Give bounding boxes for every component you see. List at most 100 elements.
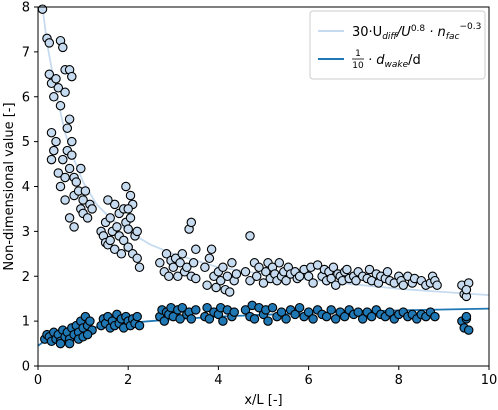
scatter-point bbox=[191, 305, 201, 315]
scatter-point bbox=[382, 267, 393, 277]
scatter-point bbox=[258, 278, 269, 288]
scatter-point bbox=[330, 280, 341, 290]
scatter-point bbox=[112, 222, 122, 232]
scatter-point bbox=[155, 258, 165, 268]
scatter-point bbox=[222, 271, 233, 282]
scatter-point bbox=[85, 316, 95, 326]
scatter-point bbox=[204, 253, 215, 264]
scatter-point bbox=[132, 253, 142, 264]
scatter-point bbox=[53, 83, 64, 93]
scatter-point bbox=[211, 282, 221, 293]
scatter-point bbox=[240, 305, 251, 315]
plot-area bbox=[37, 4, 490, 367]
legend-label: 30·Udiff/U0.8 · nfac−0.3 bbox=[352, 22, 481, 42]
scatter-point bbox=[328, 262, 339, 273]
scatter-point bbox=[461, 311, 472, 322]
scatter-point bbox=[303, 271, 314, 282]
x-tick-label: 4 bbox=[214, 373, 222, 388]
scatter-point bbox=[121, 181, 131, 192]
scatter-point bbox=[44, 38, 55, 48]
y-tick-label: 7 bbox=[22, 45, 30, 60]
scatter-point bbox=[109, 244, 120, 255]
scatter-point bbox=[385, 307, 395, 317]
scatter-point bbox=[123, 204, 133, 214]
scatter-point bbox=[353, 307, 363, 317]
scatter-point bbox=[51, 136, 61, 147]
scatter-point bbox=[227, 258, 237, 268]
scatter-point bbox=[245, 231, 255, 241]
scatter-point bbox=[55, 100, 66, 111]
scatter-point bbox=[125, 213, 136, 223]
scatter-point bbox=[62, 123, 73, 133]
scatter-point bbox=[44, 69, 55, 80]
scatter-point bbox=[55, 338, 66, 349]
scatter-point bbox=[175, 314, 185, 324]
scatter-point bbox=[177, 249, 188, 259]
scatter-point bbox=[159, 316, 170, 326]
scatter-point bbox=[191, 244, 201, 255]
scatter-point bbox=[105, 213, 115, 223]
scatter-point bbox=[164, 271, 174, 282]
scatter-point bbox=[357, 314, 368, 324]
scatter-point bbox=[202, 280, 212, 290]
scatter-point bbox=[224, 287, 235, 297]
x-tick-label: 0 bbox=[34, 373, 42, 388]
scatter-point bbox=[308, 278, 318, 288]
x-tick-label: 10 bbox=[481, 373, 498, 388]
scatter-point bbox=[240, 267, 251, 277]
scatter-point bbox=[191, 273, 201, 284]
scatter-point bbox=[168, 262, 179, 273]
scatter-point bbox=[303, 307, 314, 317]
scatter-point bbox=[58, 154, 68, 165]
scatter-point bbox=[134, 320, 145, 331]
scatter-point bbox=[69, 222, 79, 232]
scatter-point bbox=[261, 267, 271, 277]
scatter-point bbox=[398, 280, 409, 290]
scatter-point bbox=[132, 226, 142, 237]
scatter-point bbox=[186, 217, 197, 228]
scatter-point bbox=[103, 195, 113, 205]
scatter-point bbox=[64, 338, 75, 349]
scatter-point bbox=[67, 71, 77, 82]
scatter-point bbox=[55, 181, 66, 192]
scatter-point bbox=[186, 314, 197, 324]
scatter-point bbox=[364, 264, 375, 275]
legend-fraction-denominator: 10 bbox=[352, 61, 364, 71]
scatter-point bbox=[46, 154, 57, 165]
scatter-point bbox=[78, 195, 88, 205]
y-axis-label: Non-dimensional value [-] bbox=[2, 102, 17, 270]
y-tick-label: 2 bbox=[22, 270, 30, 285]
scatter-point bbox=[281, 275, 291, 286]
scatter-point bbox=[463, 325, 474, 335]
scatter-point bbox=[161, 249, 172, 259]
scatter-point bbox=[118, 235, 129, 246]
scatter-point bbox=[229, 307, 239, 317]
scatter-point bbox=[173, 271, 183, 282]
scatter-point bbox=[308, 314, 318, 324]
scatter-point bbox=[245, 275, 255, 286]
scatter-point bbox=[109, 199, 120, 210]
y-tick-label: 6 bbox=[22, 90, 30, 105]
scatter-point bbox=[294, 271, 305, 282]
y-axis: 0 1 2 3 4 5 6 7 8 bbox=[22, 1, 38, 375]
scatter-point bbox=[263, 316, 273, 326]
y-tick-label: 5 bbox=[22, 135, 30, 150]
scatter-point bbox=[206, 244, 217, 255]
scatter-point bbox=[188, 258, 199, 268]
scatter-point bbox=[339, 311, 350, 322]
scatter-point bbox=[251, 271, 262, 282]
scatter-point bbox=[326, 305, 336, 315]
scatter-point bbox=[200, 262, 210, 273]
x-tick-label: 2 bbox=[124, 373, 132, 388]
scatter-point bbox=[53, 168, 64, 178]
x-axis: 0 2 4 6 8 10 bbox=[34, 366, 497, 388]
scatter-point bbox=[123, 224, 133, 234]
y-tick-label: 1 bbox=[22, 315, 30, 330]
scatter-point bbox=[281, 314, 291, 324]
scatter-point bbox=[67, 136, 77, 147]
x-tick-label: 8 bbox=[395, 373, 403, 388]
scatter-point bbox=[60, 172, 70, 183]
scatter-point bbox=[80, 186, 91, 196]
scatter-point bbox=[202, 302, 212, 313]
